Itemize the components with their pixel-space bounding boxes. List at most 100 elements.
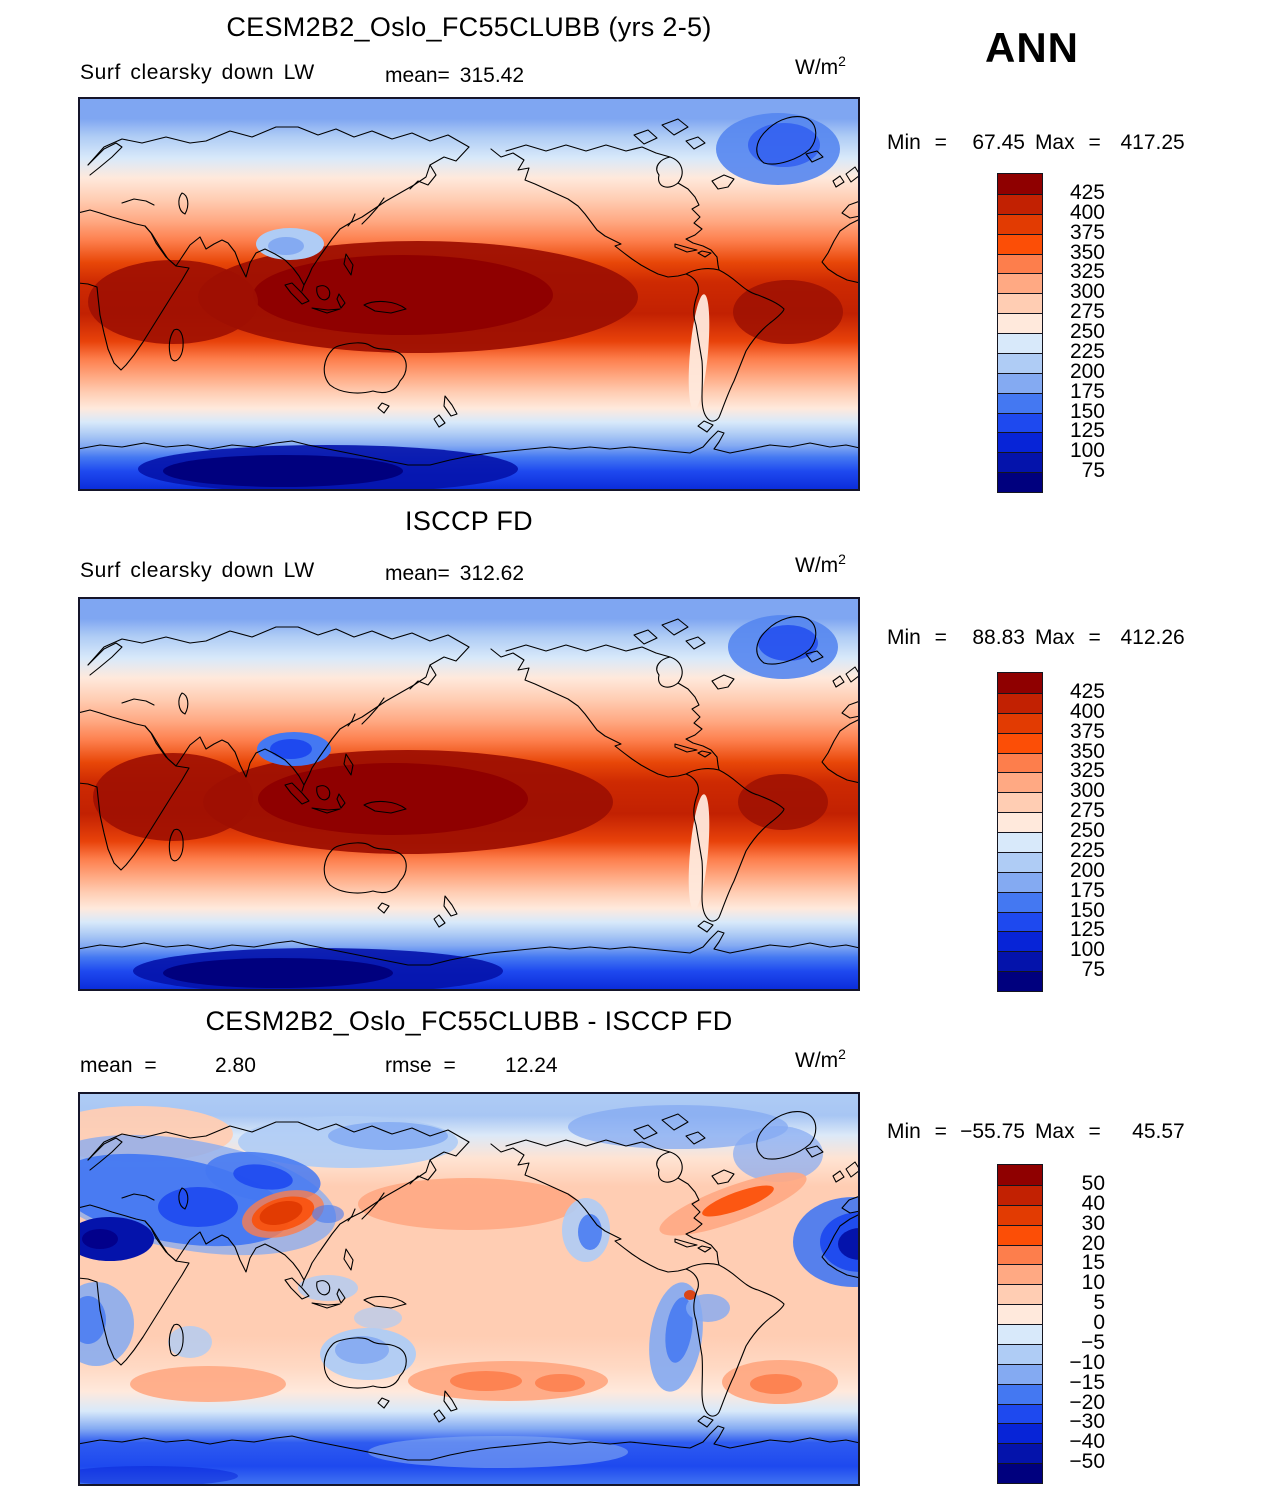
colorbar-tick-label: 325 <box>1069 260 1105 284</box>
panel3-minmax: Min = −55.75 Max = 45.57 <box>887 1120 1185 1144</box>
colorbar-cell <box>998 1363 1042 1384</box>
colorbar-tick-label: 375 <box>1069 220 1105 244</box>
colorbar-tick-label: 250 <box>1069 320 1105 343</box>
colorbar-cell <box>998 193 1042 214</box>
colorbar-cell <box>998 1304 1042 1324</box>
colorbar-tick-label: −20 <box>1069 1390 1105 1414</box>
colorbar-tick-label: 350 <box>1069 739 1105 763</box>
colorbar-cell <box>998 1244 1042 1265</box>
colorbar-cell <box>998 1463 1042 1483</box>
colorbar-tick-label: 350 <box>1069 240 1105 264</box>
colorbar-cell <box>998 1165 1042 1185</box>
colorbar-cell <box>998 692 1042 713</box>
colorbar-tick-label: 10 <box>1081 1271 1105 1295</box>
panel3-max-label: Max = <box>1034 1120 1101 1143</box>
colorbar-tick-label: −15 <box>1069 1370 1105 1394</box>
colorbar-cell <box>998 412 1042 433</box>
panel1-minmax: Min = 67.45 Max = 417.25 <box>887 131 1185 155</box>
colorbar-tick-label: 400 <box>1069 699 1105 723</box>
panel2-mean: mean= 312.62 <box>385 562 524 586</box>
colorbar-cell <box>998 392 1042 413</box>
colorbar-tick-label: −30 <box>1069 1410 1105 1434</box>
panel1-mean-value: 315.42 <box>459 64 525 87</box>
colorbar-cell <box>998 1343 1042 1364</box>
colorbar-cell <box>998 931 1042 952</box>
colorbar-tick-label: 325 <box>1069 759 1105 783</box>
colorbar-diff: 50 40 30 20 15 10 5 0 −5 −10 −15 −20 −30 −40 −50 <box>997 1164 1137 1486</box>
colorbar-cell <box>998 233 1042 254</box>
colorbar-swatch-column <box>997 672 1043 992</box>
field-anomaly-blobs <box>88 113 843 491</box>
colorbar-tick-label: 200 <box>1069 858 1105 882</box>
colorbar-cell <box>998 1184 1042 1205</box>
colorbar-cell <box>998 1403 1042 1424</box>
panel3-min-label: Min = <box>887 1120 947 1143</box>
colorbar-model: 425 400 375 350 325 300 275 250 225 200 175 150 125 1… <box>997 173 1137 495</box>
panel2-mean-value: 312.62 <box>459 562 525 585</box>
colorbar-tick-label: −50 <box>1069 1450 1105 1474</box>
colorbar-tick-label: 0 <box>1093 1311 1105 1334</box>
colorbar-tick-label: 375 <box>1069 719 1105 743</box>
panel3-mean-value: 2.80 <box>215 1054 256 1077</box>
colorbar-cell <box>998 673 1042 693</box>
panel1-variable-label: Surf clearsky down LW <box>80 61 315 84</box>
world-contour-map-svg <box>78 1092 860 1486</box>
colorbar-tick-label: 125 <box>1069 918 1105 942</box>
field-anomaly-blobs <box>93 615 838 991</box>
colorbar-cell <box>998 772 1042 793</box>
colorbar-cell <box>998 1204 1042 1225</box>
colorbar-cell <box>998 1423 1042 1444</box>
colorbar-tick-label: 275 <box>1069 799 1105 823</box>
colorbar-cell <box>998 253 1042 274</box>
colorbar-swatch-column <box>997 173 1043 493</box>
colorbar-swatch-column <box>997 1164 1043 1484</box>
coastlines <box>78 616 860 966</box>
map-diff <box>78 1092 860 1486</box>
colorbar-cell <box>998 971 1042 991</box>
colorbar-tick-label: 300 <box>1069 280 1105 304</box>
colorbar-tick-label: 75 <box>1081 459 1105 483</box>
colorbar-cell <box>998 951 1042 972</box>
panel2-title: ISCCP FD <box>405 506 533 536</box>
panel3-units-label: W/m2 <box>795 1046 846 1072</box>
colorbar-tick-label: 425 <box>1069 180 1105 204</box>
panel2-units-label: W/m2 <box>795 551 846 577</box>
panel3-max-value: 45.57 <box>1132 1120 1185 1143</box>
colorbar-cell <box>998 293 1042 314</box>
colorbar-cell <box>998 712 1042 733</box>
panel1-max-label: Max = <box>1034 131 1101 154</box>
colorbar-cell <box>998 732 1042 753</box>
colorbar-cell <box>998 911 1042 932</box>
colorbar-cell <box>998 1224 1042 1245</box>
colorbar-cell <box>998 792 1042 813</box>
colorbar-tick-label: 400 <box>1069 200 1105 224</box>
colorbar-tick-label: 175 <box>1069 379 1105 403</box>
colorbar-cell <box>998 432 1042 453</box>
colorbar-tick-label: 15 <box>1081 1251 1105 1275</box>
colorbar-tick-label: −5 <box>1081 1330 1105 1354</box>
world-contour-map-svg <box>78 597 860 991</box>
pan2-max-value: 412.26 <box>1120 626 1185 649</box>
colorbar-cell <box>998 1324 1042 1344</box>
panel2-variable-label: Surf clearsky down LW <box>80 559 315 582</box>
colorbar-cell <box>998 1443 1042 1464</box>
colorbar-tick-label: 100 <box>1069 938 1105 962</box>
map-frame <box>78 1092 860 1486</box>
colorbar-tick-label: 30 <box>1081 1211 1105 1235</box>
colorbar-cell <box>998 352 1042 373</box>
colorbar-cell <box>998 891 1042 912</box>
colorbar-tick-label: 225 <box>1069 838 1105 862</box>
colorbar-tick-label: 40 <box>1081 1191 1105 1215</box>
map-obs <box>78 597 860 991</box>
colorbar-cell <box>998 812 1042 832</box>
panel1-mean-label: mean= <box>385 64 450 87</box>
colorbar-tick-label: 175 <box>1069 878 1105 902</box>
colorbar-tick-label: 5 <box>1093 1291 1105 1315</box>
coastlines <box>78 1111 860 1461</box>
panel2-max-label: Max = <box>1034 626 1101 649</box>
panel3-min-value: −55.75 <box>960 1120 1025 1143</box>
colorbar-cell <box>998 1383 1042 1404</box>
colorbar-cell <box>998 871 1042 892</box>
panel3-mean-label: mean = <box>80 1054 157 1077</box>
